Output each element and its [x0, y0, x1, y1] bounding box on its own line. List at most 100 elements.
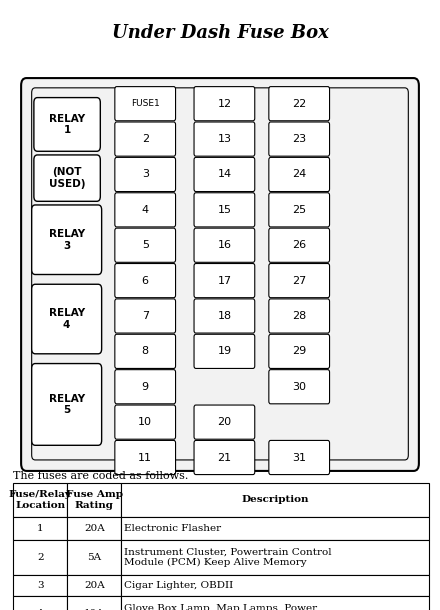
Text: 8: 8	[142, 346, 149, 356]
Text: Under Dash Fuse Box: Under Dash Fuse Box	[112, 24, 328, 43]
FancyBboxPatch shape	[194, 193, 255, 227]
FancyBboxPatch shape	[269, 122, 330, 156]
Text: 5A: 5A	[87, 553, 101, 562]
FancyBboxPatch shape	[32, 205, 102, 274]
Text: FUSE1: FUSE1	[131, 99, 160, 108]
Text: 16: 16	[217, 240, 231, 250]
Text: RELAY
5: RELAY 5	[48, 393, 85, 415]
FancyBboxPatch shape	[32, 284, 102, 354]
Text: Fuse/Relay
Location: Fuse/Relay Location	[9, 490, 72, 509]
FancyBboxPatch shape	[32, 88, 408, 460]
Bar	[13, 575, 67, 596]
Text: 25: 25	[292, 205, 306, 215]
FancyBboxPatch shape	[194, 299, 255, 333]
Text: 2: 2	[37, 553, 44, 562]
FancyBboxPatch shape	[269, 264, 330, 298]
Text: 26: 26	[292, 240, 306, 250]
Text: 20A: 20A	[84, 581, 105, 590]
FancyBboxPatch shape	[194, 157, 255, 192]
FancyBboxPatch shape	[269, 299, 330, 333]
Text: Description: Description	[242, 495, 309, 504]
Bar	[13, 483, 67, 517]
Text: 9: 9	[142, 382, 149, 392]
Text: 21: 21	[217, 453, 231, 462]
FancyBboxPatch shape	[194, 87, 255, 121]
Text: 10A: 10A	[84, 609, 105, 610]
Text: 31: 31	[292, 453, 306, 462]
Bar	[121, 483, 429, 517]
Bar	[67, 517, 121, 540]
Bar	[121, 575, 429, 596]
FancyBboxPatch shape	[34, 98, 100, 151]
Text: 15: 15	[217, 205, 231, 215]
FancyBboxPatch shape	[269, 334, 330, 368]
FancyBboxPatch shape	[115, 87, 176, 121]
Text: 3: 3	[142, 170, 149, 179]
Bar	[121, 596, 429, 610]
FancyBboxPatch shape	[115, 193, 176, 227]
Bar	[121, 517, 429, 540]
Text: 1: 1	[37, 524, 44, 533]
Text: 20: 20	[217, 417, 231, 427]
Text: The fuses are coded as follows.: The fuses are coded as follows.	[13, 471, 189, 481]
FancyBboxPatch shape	[269, 228, 330, 262]
FancyBboxPatch shape	[115, 299, 176, 333]
Text: 18: 18	[217, 311, 231, 321]
Text: 17: 17	[217, 276, 231, 285]
FancyBboxPatch shape	[269, 157, 330, 192]
Text: 11: 11	[138, 453, 152, 462]
Text: RELAY
1: RELAY 1	[49, 113, 85, 135]
FancyBboxPatch shape	[194, 440, 255, 475]
Text: 24: 24	[292, 170, 306, 179]
Text: RELAY
3: RELAY 3	[48, 229, 85, 251]
FancyBboxPatch shape	[115, 264, 176, 298]
Text: Fuse Amp
Rating: Fuse Amp Rating	[66, 490, 123, 509]
Text: 20A: 20A	[84, 524, 105, 533]
FancyBboxPatch shape	[34, 155, 100, 201]
FancyBboxPatch shape	[115, 334, 176, 368]
FancyBboxPatch shape	[115, 228, 176, 262]
Text: 14: 14	[217, 170, 231, 179]
Text: 12: 12	[217, 99, 231, 109]
Text: 19: 19	[217, 346, 231, 356]
Text: 30: 30	[292, 382, 306, 392]
FancyBboxPatch shape	[115, 122, 176, 156]
Text: 13: 13	[217, 134, 231, 144]
Text: 27: 27	[292, 276, 306, 285]
Text: 23: 23	[292, 134, 306, 144]
FancyBboxPatch shape	[194, 264, 255, 298]
Text: 4: 4	[37, 609, 44, 610]
FancyBboxPatch shape	[194, 228, 255, 262]
FancyBboxPatch shape	[269, 440, 330, 475]
Bar	[67, 540, 121, 575]
Text: 28: 28	[292, 311, 306, 321]
Text: 4: 4	[142, 205, 149, 215]
FancyBboxPatch shape	[21, 78, 419, 471]
FancyBboxPatch shape	[115, 370, 176, 404]
FancyBboxPatch shape	[269, 193, 330, 227]
Bar	[67, 483, 121, 517]
Text: Instrument Cluster, Powertrain Control
Module (PCM) Keep Alive Memory: Instrument Cluster, Powertrain Control M…	[124, 548, 332, 567]
Bar	[13, 596, 67, 610]
Text: Glove Box Lamp, Map Lamps, Power
Mirrors, Underhood Lamp: Glove Box Lamp, Map Lamps, Power Mirrors…	[124, 604, 317, 610]
Text: 7: 7	[142, 311, 149, 321]
FancyBboxPatch shape	[194, 334, 255, 368]
FancyBboxPatch shape	[194, 405, 255, 439]
Text: Cigar Lighter, OBDII: Cigar Lighter, OBDII	[124, 581, 233, 590]
Text: Electronic Flasher: Electronic Flasher	[124, 524, 221, 533]
Bar	[13, 517, 67, 540]
Text: 5: 5	[142, 240, 149, 250]
FancyBboxPatch shape	[115, 157, 176, 192]
Text: 10: 10	[138, 417, 152, 427]
FancyBboxPatch shape	[269, 87, 330, 121]
FancyBboxPatch shape	[32, 364, 102, 445]
FancyBboxPatch shape	[269, 370, 330, 404]
Bar	[67, 575, 121, 596]
Text: 3: 3	[37, 581, 44, 590]
Bar	[67, 596, 121, 610]
FancyBboxPatch shape	[115, 440, 176, 475]
Bar	[121, 540, 429, 575]
FancyBboxPatch shape	[194, 122, 255, 156]
Text: 6: 6	[142, 276, 149, 285]
Text: 22: 22	[292, 99, 306, 109]
